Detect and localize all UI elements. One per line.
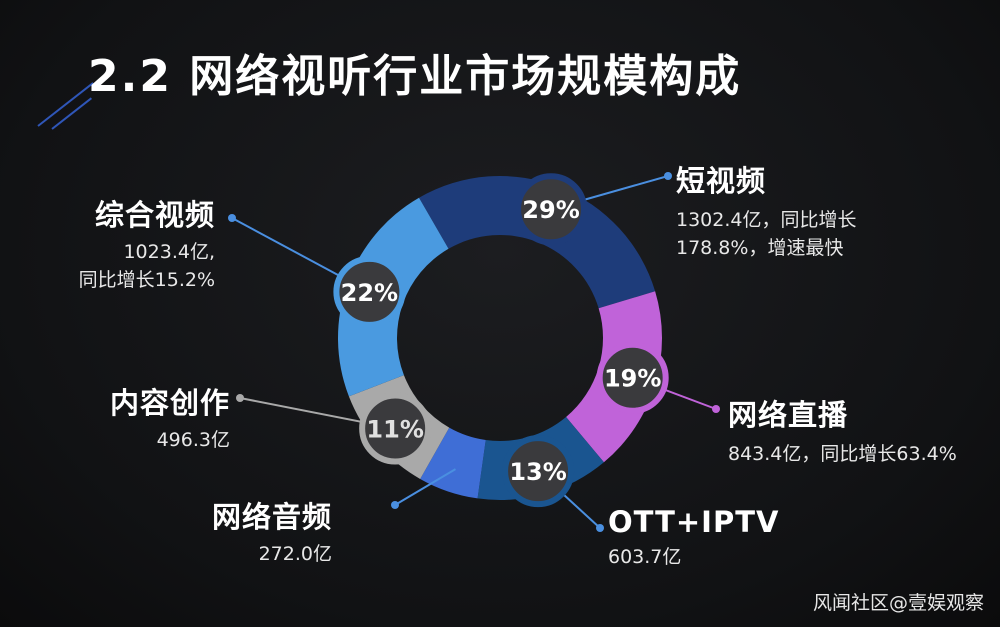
series-name: 内容创作 [109,386,230,420]
series-name: 网络直播 [728,398,849,432]
label-ott-iptv: OTT+IPTV 603.7亿 [608,505,779,571]
percent-badge [502,435,575,508]
percent-badge [359,392,432,465]
leader-dot [236,394,244,402]
percent-badge [596,341,669,414]
leader-line [394,468,457,506]
leader-dot [712,405,720,413]
label-audio: 网络音频 272.0亿 [212,494,332,568]
label-live-stream: 网络直播 843.4亿，同比增长63.4% [728,392,957,468]
series-desc: 1302.4亿，同比增长 [676,209,857,231]
series-name: OTT+IPTV [608,505,780,539]
series-desc: 496.3亿 [156,429,230,451]
series-name: 短视频 [676,164,767,198]
percent-label: 29% [522,196,579,224]
leader-dot [228,214,236,222]
series-desc: 同比增长15.2% [78,269,215,291]
watermark: 风闻社区@壹娱观察 [812,592,984,614]
leader-dot [596,524,604,532]
percent-label: 19% [604,365,661,393]
series-name: 综合视频 [94,198,215,232]
leader-dot [391,501,399,509]
leader-dot [664,172,672,180]
series-name: 网络音频 [211,500,332,534]
series-desc: 272.0亿 [258,543,332,565]
label-comprehensive-video: 综合视频 1023.4亿, 同比增长15.2% [79,192,215,294]
pie-slice [419,175,656,309]
series-desc: 1023.4亿, [123,241,215,263]
percent-label: 13% [509,458,566,486]
percent-badge [515,173,588,246]
percent-badge [333,255,406,328]
percent-label: 11% [366,416,423,444]
label-content-creation: 内容创作 496.3亿 [110,380,230,454]
series-desc: 843.4亿，同比增长63.4% [728,443,957,465]
page-title: 2.2 网络视听行业市场规模构成 [88,51,742,102]
series-desc: 178.8%，增速最快 [676,237,844,259]
label-short-video: 短视频 1302.4亿，同比增长 178.8%，增速最快 [676,158,856,262]
series-desc: 603.7亿 [608,546,682,568]
percent-label: 22% [341,279,398,307]
